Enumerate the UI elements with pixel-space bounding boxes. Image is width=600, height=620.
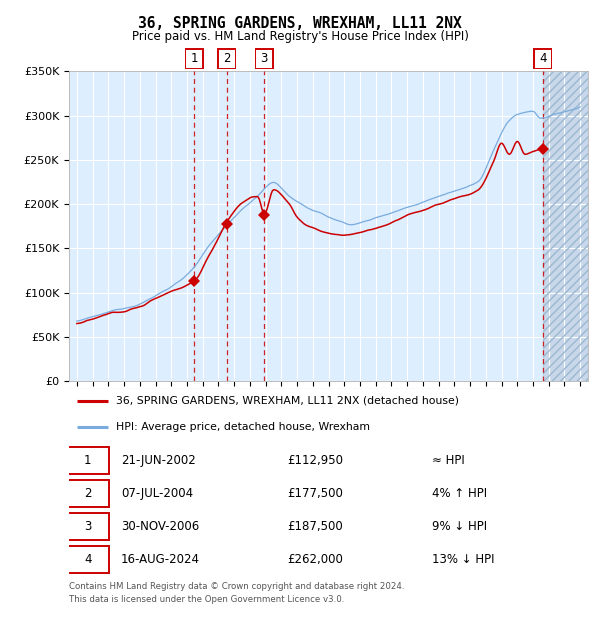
Text: Price paid vs. HM Land Registry's House Price Index (HPI): Price paid vs. HM Land Registry's House … bbox=[131, 30, 469, 43]
Bar bbox=[543, 71, 588, 381]
FancyBboxPatch shape bbox=[67, 480, 109, 507]
Text: £112,950: £112,950 bbox=[287, 454, 343, 467]
Text: 36, SPRING GARDENS, WREXHAM, LL11 2NX: 36, SPRING GARDENS, WREXHAM, LL11 2NX bbox=[138, 16, 462, 30]
Text: 4: 4 bbox=[84, 553, 91, 565]
Text: 13% ↓ HPI: 13% ↓ HPI bbox=[432, 553, 495, 565]
Text: 1: 1 bbox=[84, 454, 91, 467]
FancyBboxPatch shape bbox=[185, 49, 203, 69]
Text: Contains HM Land Registry data © Crown copyright and database right 2024.
This d: Contains HM Land Registry data © Crown c… bbox=[69, 582, 404, 604]
Text: 4: 4 bbox=[539, 53, 547, 65]
Text: 9% ↓ HPI: 9% ↓ HPI bbox=[432, 520, 487, 533]
Text: 3: 3 bbox=[84, 520, 91, 533]
FancyBboxPatch shape bbox=[67, 513, 109, 540]
Text: ≈ HPI: ≈ HPI bbox=[432, 454, 465, 467]
FancyBboxPatch shape bbox=[533, 49, 552, 69]
Text: £262,000: £262,000 bbox=[287, 553, 343, 565]
Text: 07-JUL-2004: 07-JUL-2004 bbox=[121, 487, 193, 500]
Text: HPI: Average price, detached house, Wrexham: HPI: Average price, detached house, Wrex… bbox=[116, 422, 370, 432]
Text: 3: 3 bbox=[260, 53, 268, 65]
Text: 4% ↑ HPI: 4% ↑ HPI bbox=[432, 487, 487, 500]
Bar bbox=[543, 71, 588, 381]
Text: £187,500: £187,500 bbox=[287, 520, 343, 533]
FancyBboxPatch shape bbox=[67, 447, 109, 474]
FancyBboxPatch shape bbox=[218, 49, 236, 69]
FancyBboxPatch shape bbox=[64, 387, 593, 441]
Text: 21-JUN-2002: 21-JUN-2002 bbox=[121, 454, 196, 467]
Text: 2: 2 bbox=[223, 53, 230, 65]
Text: 30-NOV-2006: 30-NOV-2006 bbox=[121, 520, 199, 533]
Text: 1: 1 bbox=[191, 53, 198, 65]
FancyBboxPatch shape bbox=[256, 49, 274, 69]
Text: 2: 2 bbox=[84, 487, 91, 500]
FancyBboxPatch shape bbox=[67, 546, 109, 573]
Text: £177,500: £177,500 bbox=[287, 487, 343, 500]
Text: 16-AUG-2024: 16-AUG-2024 bbox=[121, 553, 200, 565]
Text: 36, SPRING GARDENS, WREXHAM, LL11 2NX (detached house): 36, SPRING GARDENS, WREXHAM, LL11 2NX (d… bbox=[116, 396, 459, 405]
